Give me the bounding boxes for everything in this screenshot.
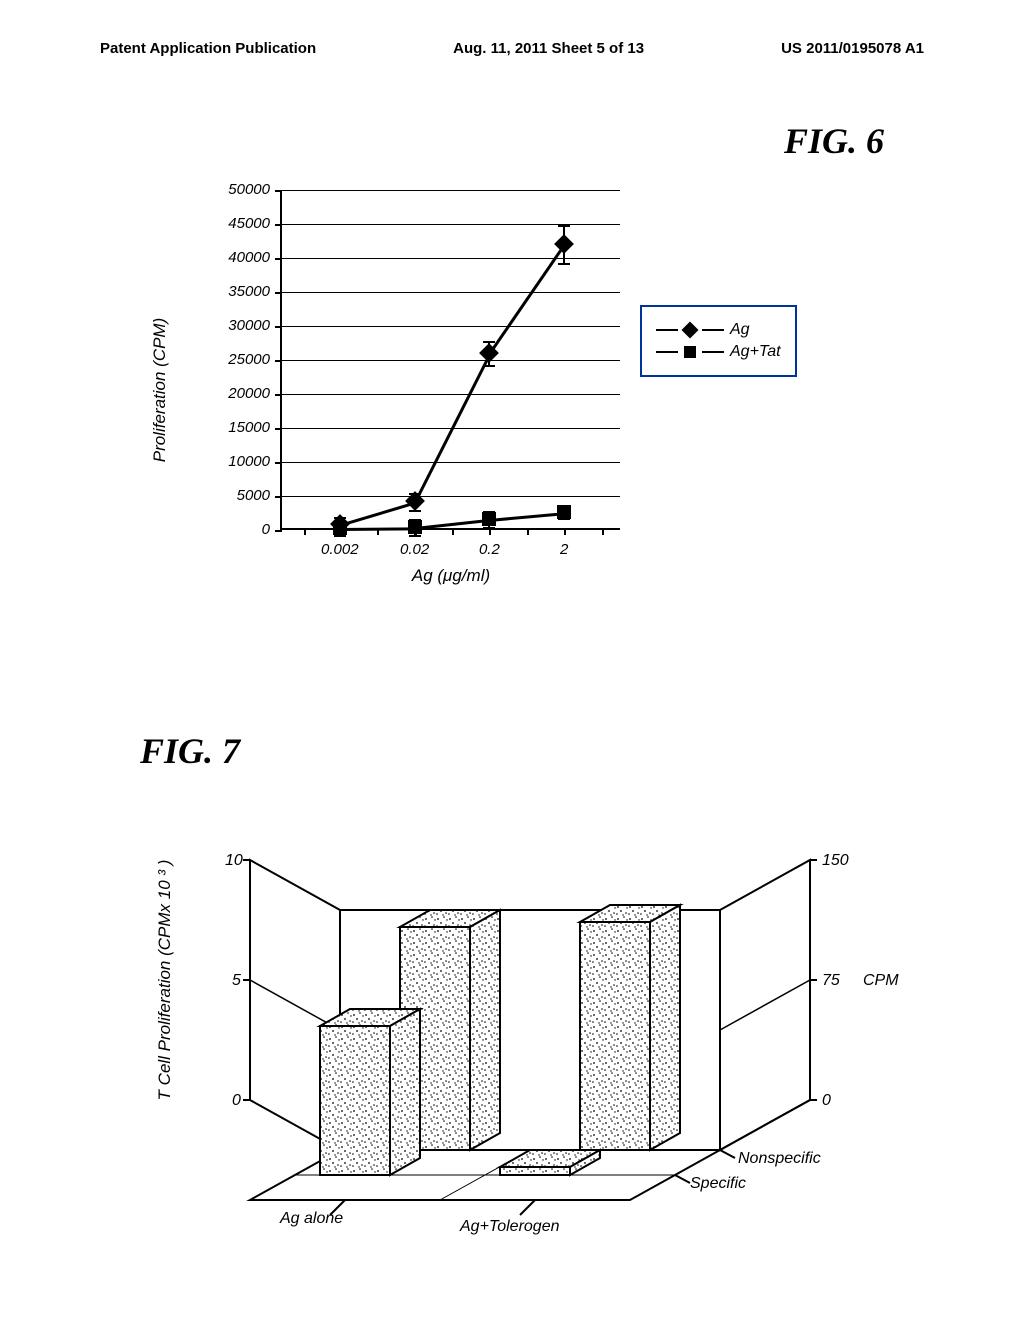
fig6-ytick — [275, 258, 282, 260]
legend-label: Ag — [730, 321, 750, 339]
fig6-gridline — [282, 496, 620, 497]
fig6-xlabel: 0.02 — [400, 541, 429, 558]
fig6-yaxis-title: Proliferation (CPM) — [150, 318, 170, 463]
fig6-xtick-minor — [602, 530, 604, 535]
header-left: Patent Application Publication — [100, 40, 316, 57]
fig6-xaxis-title: Ag (μg/ml) — [412, 566, 490, 586]
fig7-title: FIG. 7 — [140, 730, 240, 772]
fig6-errorcap — [334, 535, 346, 537]
fig6-ylabel: 40000 — [210, 249, 270, 266]
fig7-ytick-right: 0 — [822, 1092, 831, 1110]
fig6-xlabel: 0.002 — [321, 541, 359, 558]
fig6-xtick-minor — [452, 530, 454, 535]
fig6-errorcap — [409, 535, 421, 537]
legend-line-icon — [702, 351, 724, 353]
fig6-gridline — [282, 394, 620, 395]
fig6-series-line — [340, 527, 415, 530]
fig6-ytick — [275, 462, 282, 464]
fig6-ylabel: 45000 — [210, 215, 270, 232]
legend-label: Ag+Tat — [730, 343, 781, 361]
fig6-errorcap — [558, 225, 570, 227]
fig7-xcat: Ag alone — [280, 1210, 343, 1228]
fig7-ytick-left: 0 — [232, 1092, 241, 1110]
fig6-series-line — [489, 512, 564, 521]
fig7-svg — [160, 820, 860, 1240]
square-icon — [333, 521, 347, 535]
fig6-xtick-minor — [304, 530, 306, 535]
legend-line-icon — [702, 329, 724, 331]
fig7-yaxis-label-right: CPM — [863, 972, 899, 990]
fig6-ytick — [275, 224, 282, 226]
square-icon — [482, 512, 496, 526]
fig6-gridline — [282, 462, 620, 463]
diamond-icon — [682, 322, 699, 339]
fig6-xlabel: 0.2 — [479, 541, 500, 558]
fig6-gridline — [282, 292, 620, 293]
fig6-xtick-minor — [527, 530, 529, 535]
fig6-xtick-minor — [377, 530, 379, 535]
fig6-ylabel: 35000 — [210, 283, 270, 300]
fig7-depthcat: Nonspecific — [738, 1150, 821, 1168]
legend-item-ag: Ag — [656, 321, 781, 339]
fig6-gridline — [282, 258, 620, 259]
fig7-ytick-left: 10 — [225, 852, 243, 870]
fig6-ytick — [275, 496, 282, 498]
fig6-ylabel: 50000 — [210, 181, 270, 198]
fig6-ytick — [275, 428, 282, 430]
fig6-ytick — [275, 360, 282, 362]
fig6-xlabel: 2 — [560, 541, 568, 558]
fig7-ytick-right: 75 — [822, 972, 840, 990]
fig6-ylabel: 10000 — [210, 453, 270, 470]
fig6-ytick — [275, 394, 282, 396]
square-icon — [684, 346, 696, 358]
fig7-ytick-right: 150 — [822, 852, 849, 870]
header-center: Aug. 11, 2011 Sheet 5 of 13 — [453, 40, 644, 57]
bar-ag-tolerogen-nonspecific — [580, 905, 680, 1150]
fig6-ytick — [275, 326, 282, 328]
square-icon — [408, 520, 422, 534]
header-right: US 2011/0195078 A1 — [781, 40, 924, 57]
fig6-errorcap — [483, 365, 495, 367]
fig6-ylabel: 5000 — [210, 487, 270, 504]
fig6-series-line — [414, 519, 489, 530]
fig6-errorcap — [558, 263, 570, 265]
fig6-gridline — [282, 360, 620, 361]
fig6-ylabel: 0 — [210, 521, 270, 538]
fig6-series-line — [488, 245, 565, 355]
fig6-chart: Proliferation (CPM) Ag (μg/ml) 050001000… — [200, 180, 750, 600]
fig6-ylabel: 20000 — [210, 385, 270, 402]
fig7-depthcat: Specific — [690, 1175, 746, 1193]
fig6-series-line — [339, 501, 415, 526]
fig6-ytick — [275, 190, 282, 192]
fig6-ytick — [275, 530, 282, 532]
fig6-title: FIG. 6 — [784, 120, 884, 162]
fig6-xtick — [564, 528, 566, 535]
legend-line-icon — [656, 351, 678, 353]
fig6-gridline — [282, 326, 620, 327]
fig7-ytick-left: 5 — [232, 972, 241, 990]
fig7-xcat: Ag+Tolerogen — [460, 1218, 560, 1236]
fig6-gridline — [282, 190, 620, 191]
legend-item-agtat: Ag+Tat — [656, 343, 781, 361]
bar-ag-alone-specific — [320, 1009, 420, 1175]
fig6-ylabel: 15000 — [210, 419, 270, 436]
fig6-legend: Ag Ag+Tat — [640, 305, 797, 377]
fig6-ytick — [275, 292, 282, 294]
page-header: Patent Application Publication Aug. 11, … — [0, 40, 1024, 57]
fig6-ylabel: 25000 — [210, 351, 270, 368]
legend-line-icon — [656, 329, 678, 331]
fig6-errorcap — [483, 527, 495, 529]
fig6-plot-area: Ag (μg/ml) 05000100001500020000250003000… — [280, 190, 620, 530]
square-icon — [557, 505, 571, 519]
fig7-chart: T Cell Proliferation (CPMx 10 ³ ) — [160, 820, 860, 1240]
fig6-ylabel: 30000 — [210, 317, 270, 334]
